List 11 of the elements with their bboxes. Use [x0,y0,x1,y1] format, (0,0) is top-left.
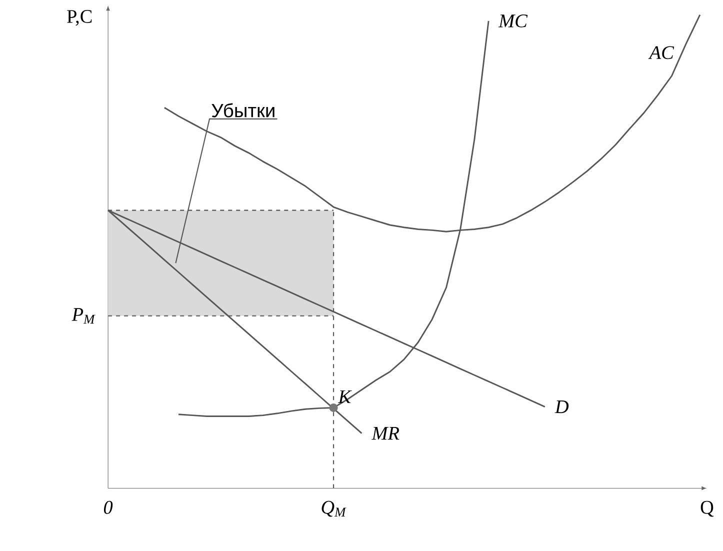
band-label: Убытки [212,103,274,118]
series-label: MC [498,14,528,28]
x-axis-title: Q [700,500,714,517]
series-label: D [554,400,569,414]
series-label: MR [372,427,400,440]
ref-line-label: P$_{M}$ [72,308,96,324]
y-axis-title: P,C [67,10,92,26]
x-tick-label: Q$_{M}$ [322,500,346,517]
series-label: AC [648,46,674,60]
x-tick-label: 0 [104,500,113,514]
annotation: K [338,390,352,404]
